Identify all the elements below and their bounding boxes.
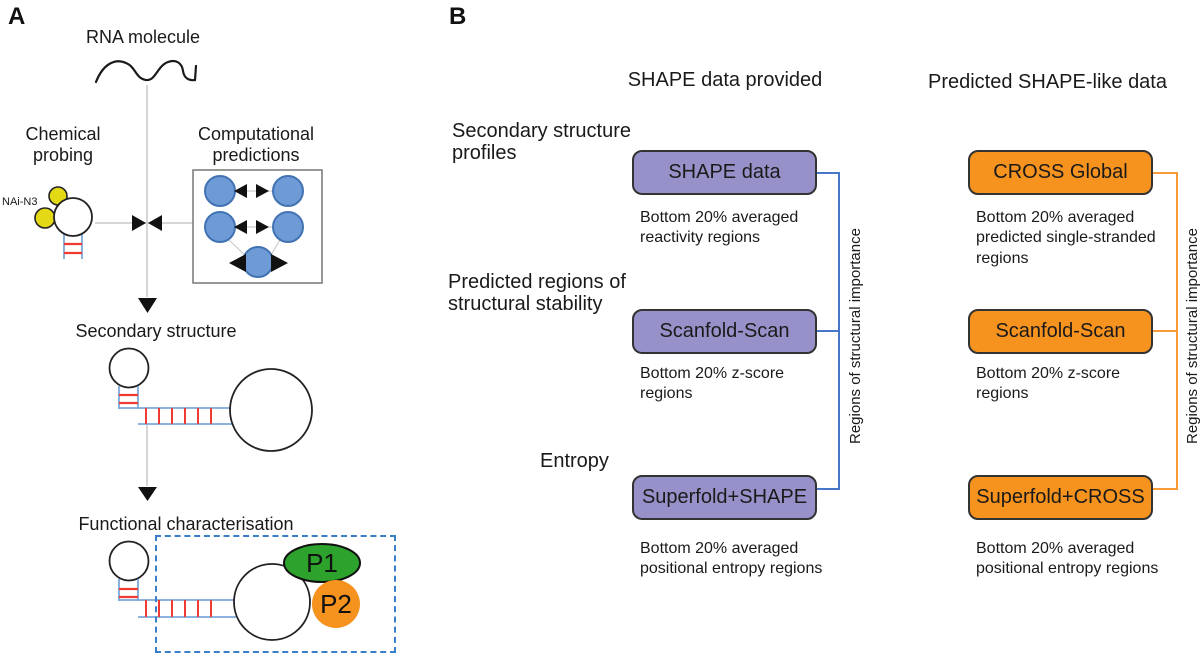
method-box-superfold-shape: Superfold+SHAPE [632,475,817,520]
method-box-scanfold-scan-2: Scanfold-Scan [968,309,1153,354]
computational-predictions-label: Computational predictions [197,124,315,165]
caption-scanfold-scan: Bottom 20% z-score regions [640,365,785,403]
converge-arrows-icon [132,215,162,231]
secondary-structure-label: Secondary structure [75,321,237,341]
functional-characterisation-label: Functional characterisation [78,514,294,534]
method-box-superfold-cross: Superfold+CROSS [968,475,1153,520]
functional-region-dashed-box [155,535,396,653]
rna-wave-icon [94,59,198,84]
probe-molecule-icon [34,207,56,229]
rna-molecule-label: RNA molecule [85,27,201,47]
prediction-arrow-icons [229,184,288,272]
nai-n3-label: NAi-N3 [2,196,38,208]
panel-a-label: A [8,3,26,30]
caption-superfold-cross: Bottom 20% averaged positional entropy r… [976,540,1159,578]
chemical-probe-structure [34,186,93,259]
row-label-predicted-regions: Predicted regions of structural stabilit… [448,271,626,316]
secondary-structure-drawing [108,347,313,452]
panel-a-illustration [34,59,361,641]
prediction-node-icon [204,211,236,243]
column-header-predicted-shape: Predicted SHAPE-like data [927,71,1167,93]
row-label-secondary-structure-profiles: Secondary structure profiles [452,120,631,165]
protein-p1-icon [283,543,361,583]
method-box-cross-global: CROSS Global [968,150,1153,195]
method-box-shape-data: SHAPE data [632,150,817,195]
caption-superfold-shape: Bottom 20% averaged positional entropy r… [640,540,823,578]
protein-p2-label: P2 [320,589,352,619]
prediction-node-icon [204,175,236,207]
caption-shape-data: Bottom 20% averaged reactivity regions [640,209,799,247]
rna-loop-icon [53,197,93,237]
bracket-label-predicted-column: Regions of structural importance [1184,228,1200,444]
chemical-probing-label: Chemical probing [25,124,101,165]
arrow-down-icon [138,487,157,501]
row-label-entropy: Entropy [540,450,609,472]
predictions-network [192,169,323,284]
protein-p1-label: P1 [306,548,338,578]
prediction-node-icon [242,246,274,278]
prediction-node-icon [272,211,304,243]
functional-structure-drawing [108,540,361,641]
prediction-node-icon [272,175,304,207]
caption-scanfold-scan-2: Bottom 20% z-score regions [976,365,1121,403]
protein-p2-icon [312,580,360,628]
arrow-down-icon [138,298,157,313]
column-header-shape-data: SHAPE data provided [627,69,823,91]
method-box-scanfold-scan: Scanfold-Scan [632,309,817,354]
panel-b-label: B [449,3,467,30]
caption-cross-global: Bottom 20% averaged predicted single-str… [976,209,1156,267]
bracket-label-shape-column: Regions of structural importance [847,228,864,444]
